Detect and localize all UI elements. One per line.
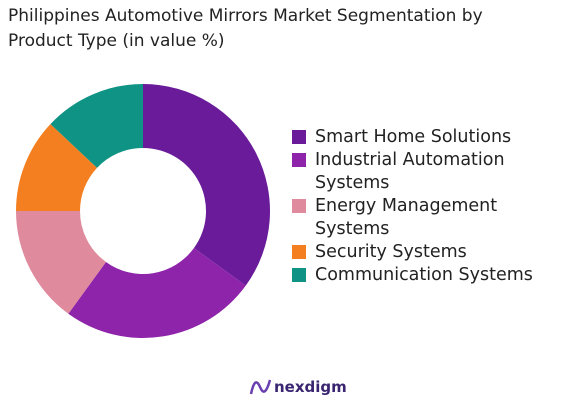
legend-label: Communication Systems — [315, 265, 533, 285]
legend-label: Smart Home Solutions — [315, 127, 512, 147]
chart-title: Philippines Automotive Mirrors Market Se… — [8, 6, 483, 51]
legend-label: Industrial Automation Systems — [315, 150, 505, 193]
legend-swatch — [292, 153, 306, 167]
legend-item: Communication Systems — [292, 264, 572, 287]
footer: nexdigm — [248, 376, 347, 398]
donut-segment — [15, 211, 106, 314]
donut-segment — [16, 124, 98, 211]
legend-item: Industrial Automation Systems — [292, 149, 572, 195]
legend-item: Smart Home Solutions — [292, 126, 572, 149]
legend-label: Energy Management Systems — [315, 196, 498, 239]
legend-swatch — [292, 245, 306, 259]
legend-item: Security Systems — [292, 241, 572, 264]
brand-name: nexdigm — [274, 378, 347, 396]
legend-swatch — [292, 199, 306, 213]
legend-swatch — [292, 130, 306, 144]
donut-segment — [50, 84, 143, 168]
legend-item: Energy Management Systems — [292, 195, 572, 241]
donut-segment — [143, 84, 270, 286]
legend-label: Security Systems — [315, 242, 467, 262]
brand-logo — [249, 379, 272, 395]
legend-swatch — [292, 268, 306, 282]
donut-segment — [68, 248, 246, 338]
legend: Smart Home Solutions Industrial Automatio… — [292, 126, 572, 287]
